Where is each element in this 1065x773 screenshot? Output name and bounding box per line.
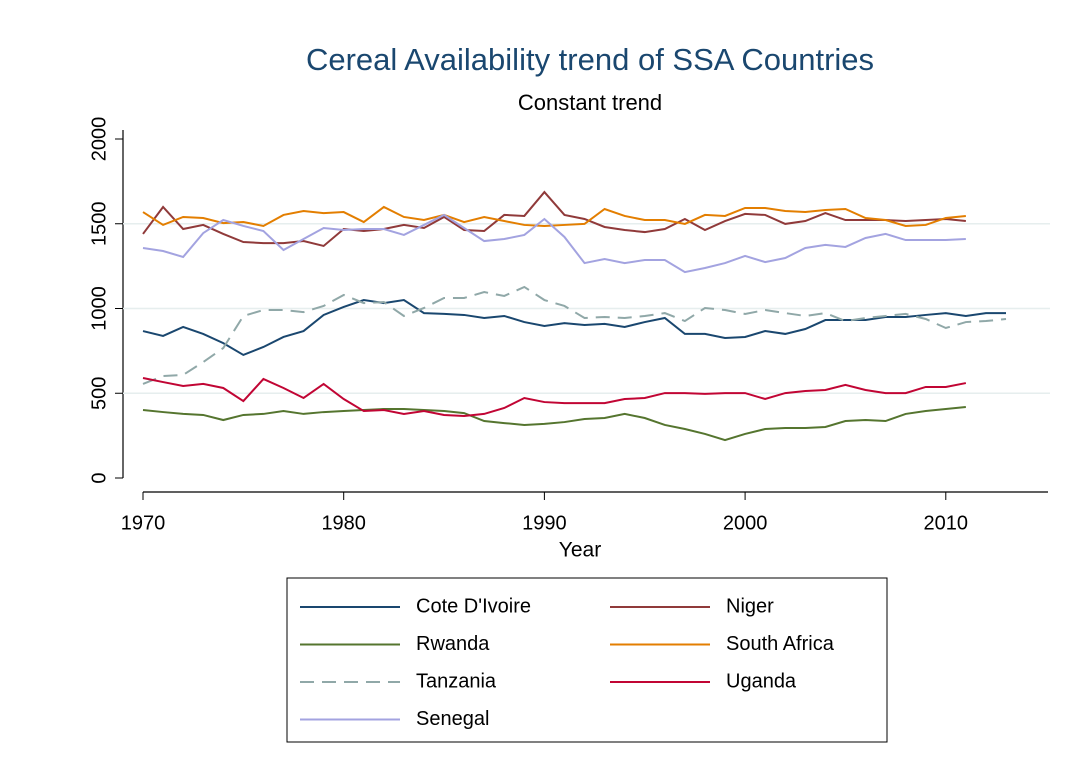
y-tick-label: 2000 bbox=[88, 117, 110, 162]
legend bbox=[286, 577, 888, 743]
x-tick-label: 2000 bbox=[723, 512, 768, 534]
series-line bbox=[142, 205, 966, 228]
legend-label: Rwanda bbox=[416, 633, 490, 655]
y-tick-label: 1000 bbox=[88, 286, 110, 331]
x-tick-label: 2010 bbox=[924, 512, 969, 534]
x-tick-label: 1980 bbox=[321, 512, 366, 534]
series-line bbox=[142, 213, 966, 274]
series-line bbox=[142, 190, 966, 248]
legend-label: Senegal bbox=[416, 708, 489, 730]
series-line bbox=[142, 377, 967, 417]
x-axis-label: Year bbox=[559, 539, 601, 562]
series-line bbox=[142, 298, 1006, 357]
legend-label: Tanzania bbox=[416, 670, 497, 692]
x-tick-label: 1970 bbox=[121, 512, 166, 534]
series-line bbox=[142, 405, 966, 442]
chart-subtitle: Constant trend bbox=[518, 90, 662, 115]
y-tick-label: 0 bbox=[88, 472, 110, 483]
legend-label: Niger bbox=[726, 595, 774, 617]
chart-title: Cereal Availability trend of SSA Countri… bbox=[306, 42, 874, 77]
legend-label: Uganda bbox=[726, 670, 797, 692]
x-tick-label: 1990 bbox=[522, 512, 567, 534]
y-tick-label: 500 bbox=[88, 377, 110, 410]
legend-label: Cote D'Ivoire bbox=[416, 595, 531, 617]
y-tick-label: 1500 bbox=[88, 202, 110, 247]
series-line bbox=[142, 285, 1007, 385]
legend-label: South Africa bbox=[726, 633, 835, 655]
